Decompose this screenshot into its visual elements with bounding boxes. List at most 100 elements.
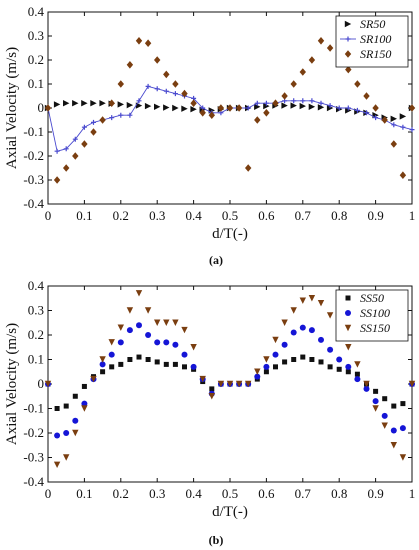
data-point: [209, 386, 215, 392]
x-tick-label: 0.3: [149, 208, 165, 223]
legend-item: SR50: [344, 17, 385, 31]
data-point: [254, 368, 261, 375]
legend-marker: [344, 50, 352, 58]
data-point: [318, 336, 324, 343]
data-point: [381, 116, 388, 124]
data-point: [118, 361, 124, 367]
data-point: [53, 101, 61, 108]
data-point: [144, 39, 152, 47]
data-point: [235, 380, 243, 388]
data-point: [135, 290, 143, 297]
panel-caption: (b): [209, 533, 224, 547]
data-point: [108, 351, 115, 358]
chart-a: 0 0.1 0.2 0.3 0.4 0.5 0.6 0.7 0.8 0.9 1 -0.4 -0.3 -0.…: [4, 4, 415, 267]
data-point: [135, 37, 143, 45]
data-point: [72, 393, 78, 399]
data-point: [127, 112, 133, 118]
data-point: [390, 427, 397, 434]
data-point: [145, 357, 151, 362]
data-point: [208, 393, 215, 400]
data-point: [254, 103, 261, 110]
data-point: [72, 429, 79, 437]
data-point: [81, 140, 88, 148]
y-tick-label: 0.3: [28, 28, 44, 43]
data-point: [399, 113, 407, 120]
y-axis-label: Axial Velocity (m/s): [4, 323, 20, 445]
data-point: [63, 403, 69, 409]
data-point: [63, 146, 69, 152]
data-point: [373, 388, 379, 394]
data-point: [199, 375, 206, 383]
data-point: [281, 341, 288, 348]
data-point: [345, 363, 352, 370]
data-point: [381, 412, 388, 419]
data-point: [354, 80, 361, 88]
data-point: [163, 319, 170, 326]
data-point: [245, 164, 252, 172]
y-axis-label: Axial Velocity (m/s): [4, 47, 20, 169]
data-point: [354, 107, 360, 113]
y-tick-label: 0.4: [28, 278, 45, 293]
data-point: [145, 332, 152, 338]
data-point: [282, 359, 288, 365]
data-point: [53, 461, 61, 469]
data-point: [63, 100, 70, 107]
data-point: [318, 359, 324, 365]
data-point: [81, 100, 88, 107]
legend-item: SS100: [345, 306, 390, 320]
data-point: [345, 65, 352, 74]
data-point: [381, 422, 388, 429]
chart-b: 0 0.1 0.2 0.3 0.4 0.5 0.6 0.7 0.8 0.9 1 -0.4 -0.3 -0.…: [4, 278, 415, 547]
data-point: [109, 364, 115, 370]
data-point: [382, 396, 388, 402]
data-point: [290, 102, 297, 109]
data-point: [181, 89, 188, 98]
data-point: [126, 327, 133, 334]
data-point: [308, 103, 316, 110]
data-point: [63, 430, 70, 436]
data-point: [364, 110, 369, 116]
data-point: [245, 105, 251, 111]
y-tick-label: -0.1: [23, 401, 44, 416]
data-point: [308, 295, 316, 302]
data-point: [390, 140, 397, 148]
data-point: [309, 357, 315, 362]
data-point: [336, 366, 342, 372]
data-point: [299, 324, 306, 331]
data-point: [172, 91, 178, 97]
x-tick-label: 0.5: [222, 208, 238, 223]
y-tick-label: -0.4: [23, 196, 44, 211]
data-point: [163, 70, 170, 79]
x-tick-label: 0.1: [76, 486, 92, 501]
data-point: [308, 327, 315, 334]
data-point: [100, 369, 106, 375]
x-tick-label: 0.5: [222, 486, 238, 501]
data-point: [345, 344, 352, 351]
legend-marker: [344, 324, 352, 332]
data-point: [372, 398, 379, 405]
data-point: [99, 116, 106, 124]
legend-item: SR150: [344, 47, 391, 61]
data-point: [290, 329, 297, 336]
x-tick-label: 0.3: [149, 486, 165, 501]
data-point: [363, 92, 370, 100]
data-point: [145, 83, 151, 89]
data-point: [291, 98, 297, 104]
data-point: [154, 103, 161, 110]
data-point: [126, 307, 134, 314]
data-point: [309, 98, 315, 104]
legend-marker: [345, 36, 351, 42]
y-tick-label: 0.2: [28, 52, 44, 67]
data-point: [163, 88, 169, 94]
legend-marker: [345, 295, 351, 301]
data-point: [281, 102, 288, 109]
legend-item: SS150: [344, 321, 390, 335]
data-point: [317, 299, 325, 307]
data-point: [254, 100, 260, 106]
x-tick-label: 0.1: [76, 208, 92, 223]
data-point: [117, 339, 124, 346]
data-point: [345, 369, 351, 375]
legend-label: SS50: [360, 291, 384, 305]
data-point: [182, 364, 187, 370]
data-point: [399, 425, 406, 432]
